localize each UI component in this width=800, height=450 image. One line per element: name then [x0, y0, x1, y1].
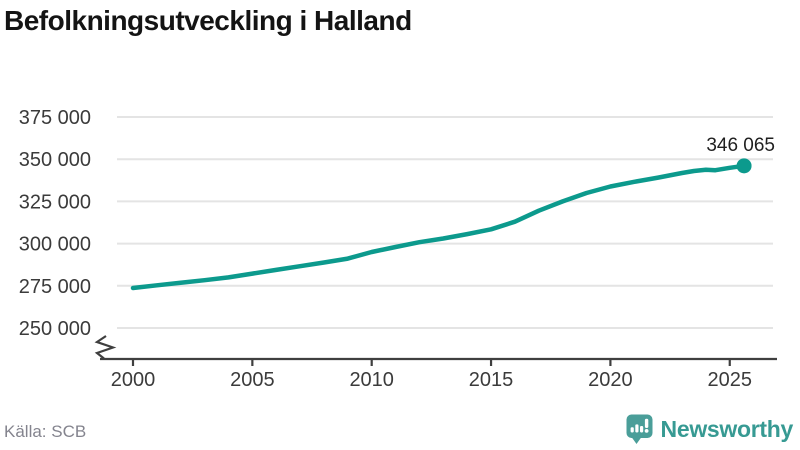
source-note: Källa: SCB [4, 422, 87, 441]
speech-bubble-shape [626, 414, 653, 444]
y-tick-label: 275 000 [19, 276, 91, 298]
x-tick-label: 2010 [349, 369, 394, 391]
chart-title: Befolkningsutveckling i Halland [4, 5, 412, 36]
bar-3 [639, 426, 643, 433]
newsworthy-wordmark: Newsworthy [660, 416, 794, 442]
end-point-marker [736, 158, 752, 174]
y-tick-label: 350 000 [19, 149, 91, 171]
y-tick-label: 300 000 [19, 234, 91, 256]
x-tick-label: 2000 [111, 369, 156, 391]
axis-break-icon [94, 335, 117, 360]
end-value-label: 346 065 [706, 135, 775, 156]
exclamation-dot [644, 429, 649, 433]
bar-1 [630, 427, 634, 433]
y-tick-label: 325 000 [19, 191, 91, 213]
x-tick-label: 2025 [708, 369, 753, 391]
x-tick-label: 2020 [588, 369, 633, 391]
exclamation-stem [644, 418, 648, 428]
y-tick-label: 375 000 [19, 107, 91, 129]
bar-2 [634, 424, 639, 433]
x-tick-label: 2005 [230, 369, 275, 391]
y-tick-label: 250 000 [19, 318, 91, 340]
newsworthy-logo: Newsworthy [626, 414, 793, 445]
x-tick-label: 2015 [469, 369, 514, 391]
population-line [130, 163, 747, 291]
newsworthy-icon [626, 414, 653, 444]
